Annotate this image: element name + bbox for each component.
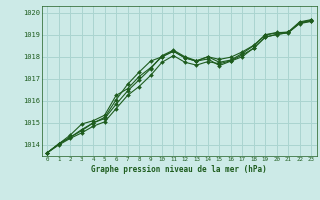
- X-axis label: Graphe pression niveau de la mer (hPa): Graphe pression niveau de la mer (hPa): [91, 165, 267, 174]
